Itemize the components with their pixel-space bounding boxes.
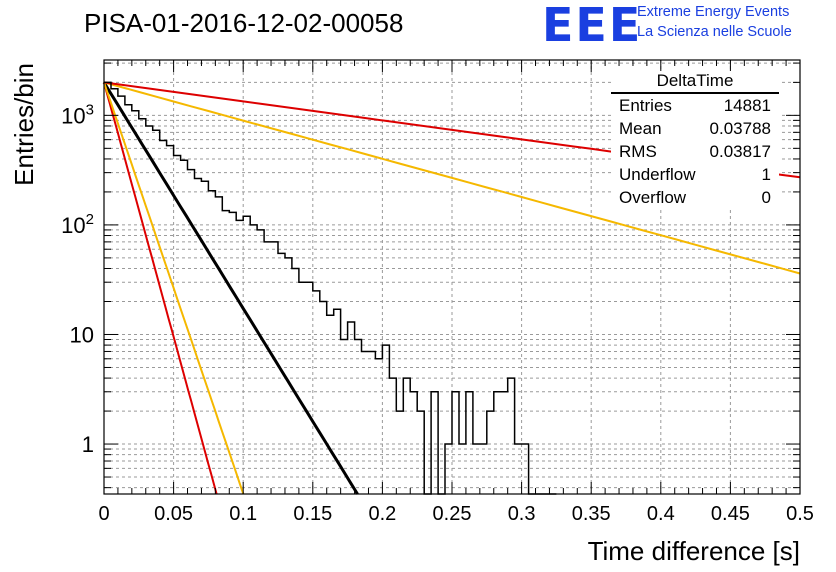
fit-curve: [103, 82, 245, 495]
stats-box: DeltaTime Entries 14881 Mean 0.03788 RMS…: [611, 71, 779, 209]
grid-layer: [104, 60, 800, 494]
fit-curve: [103, 82, 218, 495]
stats-value: 1: [761, 165, 771, 184]
y-tick-label: 103: [61, 101, 94, 128]
x-axis-label: Time difference [s]: [588, 536, 800, 566]
stats-label: Mean: [619, 119, 662, 138]
y-tick-label: 1: [82, 432, 94, 457]
x-tick-label: 0.5: [786, 503, 814, 525]
stats-label: RMS: [619, 142, 657, 161]
x-tick-label: 0.2: [368, 503, 396, 525]
run-title: PISA-01-2016-12-02-00058: [84, 8, 404, 38]
stats-value: 0: [761, 188, 771, 207]
x-tick-label: 0.3: [508, 503, 536, 525]
stats-label: Overflow: [619, 188, 687, 207]
axis-layer: 0 0.05 0.1 0.15 0.2 0.25 0.3 0.35 0.4 0.45 0.51101…: [61, 59, 814, 525]
plot-frame: [103, 59, 801, 495]
x-tick-label: 0.4: [647, 503, 675, 525]
x-tick-label: 0.05: [154, 503, 193, 525]
stats-label: Entries: [619, 96, 672, 115]
x-tick-label: 0.35: [572, 503, 611, 525]
stats-label: Underflow: [619, 165, 696, 184]
stats-row-entries: Entries 14881: [611, 94, 779, 117]
stats-row-underflow: Underflow 1: [611, 163, 779, 186]
x-tick-label: 0: [98, 503, 109, 525]
eee-logo-line1: Extreme Energy Events: [637, 4, 790, 20]
fit-layer: [102, 81, 801, 495]
y-tick-label: 102: [61, 211, 94, 238]
fit-curve: [103, 81, 801, 275]
x-tick-label: 0.15: [293, 503, 332, 525]
stats-row-mean: Mean 0.03788: [611, 117, 779, 140]
y-tick-label: 10: [70, 322, 94, 347]
x-tick-label: 0.1: [229, 503, 257, 525]
eee-logo: EEE: [542, 0, 643, 52]
eee-logo-line2: La Scienza nelle Scuole: [637, 24, 792, 40]
stats-value: 0.03788: [709, 119, 771, 138]
x-tick-label: 0.45: [711, 503, 750, 525]
stats-title: DeltaTime: [611, 71, 779, 94]
stats-row-overflow: Overflow 0: [611, 186, 779, 209]
y-axis-label: Entries/bin: [9, 63, 39, 186]
fit-curve: [102, 81, 359, 495]
stats-row-rms: RMS 0.03817: [611, 140, 779, 163]
stats-value: 0.03817: [709, 142, 771, 161]
x-tick-label: 0.25: [433, 503, 472, 525]
stats-value: 14881: [723, 96, 771, 115]
histogram-series: [103, 81, 557, 495]
